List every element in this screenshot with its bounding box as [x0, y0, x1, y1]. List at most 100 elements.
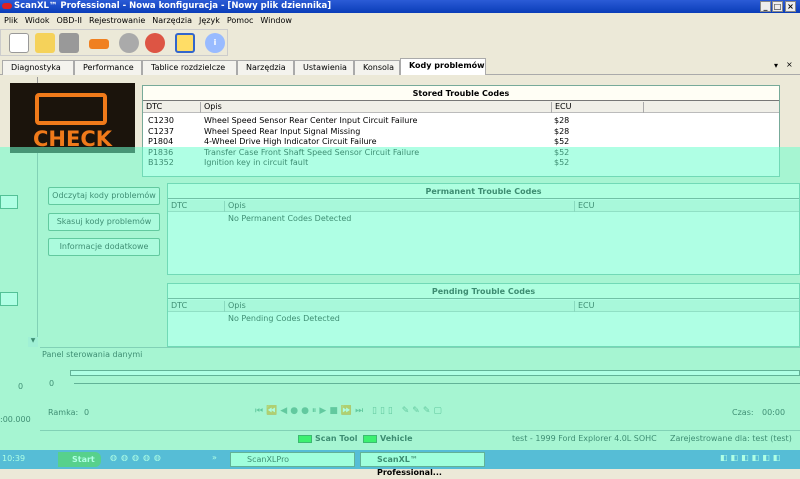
time-label: Czas: [732, 408, 754, 417]
col-ecu[interactable]: ECU [574, 301, 595, 312]
minimize-button[interactable]: _ [760, 1, 771, 12]
cell-dtc: P1836 [148, 147, 174, 157]
pending-empty-text: No Pending Codes Detected [228, 314, 340, 323]
tab-konsola[interactable]: Konsola [354, 60, 400, 75]
tab-narzedzia[interactable]: Narzędzia [237, 60, 294, 75]
time-value: 00:00 [762, 408, 786, 417]
disconnect-icon[interactable] [145, 33, 165, 53]
table-row[interactable]: C1230 Wheel Speed Sensor Rear Center Inpu… [143, 115, 779, 126]
status-bar: Scan Tool Vehicle test - 1999 Ford Explo… [40, 430, 800, 447]
cell-opis: Transfer Case Front Shaft Speed Sensor C… [204, 147, 420, 157]
menu-jezyk[interactable]: Język [198, 16, 220, 25]
check-engine-image: CHECK [10, 83, 135, 153]
col-dtc[interactable]: DTC [171, 201, 188, 210]
cell-ecu: $28 [554, 116, 570, 125]
col-opis[interactable]: Opis [224, 301, 246, 312]
info-icon[interactable]: i [205, 33, 225, 53]
left-time: :00.000 [0, 415, 31, 424]
more-info-button[interactable]: Informacje dodatkowe [48, 238, 160, 256]
tab-tablice[interactable]: Tablice rozdzielcze [142, 60, 237, 75]
cell-dtc: B1352 [148, 158, 174, 167]
clock: 10:39 [2, 454, 26, 463]
vehicle-status: Vehicle [380, 434, 413, 443]
quick-launch-more[interactable]: » [212, 453, 217, 462]
menu-widok[interactable]: Widok [24, 16, 50, 25]
engine-icon [35, 93, 107, 125]
side-field[interactable] [0, 195, 18, 209]
menu-plik[interactable]: Plik [4, 16, 18, 25]
open-folder-icon[interactable] [35, 33, 55, 53]
col-blank [643, 102, 647, 113]
col-opis[interactable]: Opis [224, 201, 246, 212]
stored-header: DTC Opis ECU [143, 101, 779, 113]
table-row[interactable]: P1804 4-Wheel Drive High Indicator Circui… [143, 136, 779, 147]
permanent-title: Permanent Trouble Codes [168, 184, 799, 199]
new-file-icon[interactable] [9, 33, 29, 53]
clear-codes-button[interactable]: Skasuj kody problemów [48, 213, 160, 231]
col-dtc[interactable]: DTC [171, 301, 188, 310]
maximize-button[interactable]: □ [772, 1, 783, 12]
task-scanxl-professional[interactable]: ScanXL™ Professional... [360, 452, 485, 477]
close-tab-icon[interactable]: × [786, 60, 793, 69]
title-bar: ScanXL™ Professional - Nowa konfiguracja… [0, 0, 800, 13]
cell-ecu: $52 [554, 147, 570, 157]
connector-icon[interactable] [119, 33, 139, 53]
table-row[interactable]: P1836 Transfer Case Front Shaft Speed Sen… [143, 147, 779, 158]
menu-pomoc[interactable]: Pomoc [226, 16, 254, 25]
stored-title: Stored Trouble Codes [143, 86, 779, 101]
table-row[interactable]: B1352 Ignition key in circuit fault $52 [143, 157, 779, 168]
fit-icon[interactable] [175, 33, 195, 53]
tab-kody-problemow[interactable]: Kody problemów [400, 58, 486, 75]
cell-opis: Wheel Speed Rear Input Signal Missing [204, 126, 361, 136]
menu-window[interactable]: Window [260, 16, 292, 25]
menu-obd[interactable]: OBD-II [56, 16, 83, 25]
col-ecu[interactable]: ECU [551, 102, 572, 113]
tab-bar: Diagnostyka Performance Tablice rozdziel… [0, 58, 800, 75]
slider-value: 0 [49, 379, 55, 388]
tab-performance[interactable]: Performance [74, 60, 142, 75]
panel-title: Panel sterowania danymi [42, 350, 143, 359]
menu-narzedzia[interactable]: Narzędzia [152, 16, 192, 25]
menu-rejestrowanie[interactable]: Rejestrowanie [89, 16, 146, 25]
side-field[interactable] [0, 292, 18, 306]
table-row[interactable]: C1237 Wheel Speed Rear Input Signal Missi… [143, 126, 779, 137]
timeline-slider[interactable] [74, 383, 800, 384]
app-icon [2, 3, 12, 9]
cell-opis: 4-Wheel Drive High Indicator Circuit Fai… [204, 137, 377, 146]
check-label: CHECK [32, 127, 113, 151]
system-tray-icons[interactable]: ◧◧◧◧◧◧ [720, 453, 784, 462]
scroll-down-icon[interactable]: ▼ [28, 337, 38, 347]
stored-codes-panel: Stored Trouble Codes DTC Opis ECU C1230 Whe… [142, 85, 780, 177]
registration-info: Zarejestrowane dla: test (test) [670, 434, 792, 443]
close-button[interactable]: × [785, 1, 796, 12]
data-control-panel: Panel sterowania danymi 0 Ramka: 0 ⏮⏪◀●●… [40, 347, 800, 429]
read-codes-button[interactable]: Odczytaj kody problemów [48, 187, 160, 205]
playback-controls[interactable]: ⏮⏪◀●●⏸▶■⏩⏭ ▯▯▯ ✎✎✎▢ [255, 406, 445, 416]
toolbar: i [0, 29, 228, 56]
task-scanxlpro[interactable]: ScanXLPro [230, 452, 355, 467]
cell-dtc: C1237 [148, 126, 174, 136]
tab-ustawienia[interactable]: Ustawienia [294, 60, 354, 75]
menu-bar: Plik Widok OBD-II Rejestrowanie Narzędzia Jęz… [0, 13, 800, 29]
cell-ecu: $52 [554, 137, 570, 146]
start-button[interactable]: Start [58, 452, 101, 467]
frame-value: 0 [84, 408, 90, 417]
pending-codes-panel: Pending Trouble Codes DTC Opis ECU No Pend… [167, 283, 800, 347]
save-icon[interactable] [59, 33, 79, 53]
scan-tool-status: Scan Tool [315, 434, 358, 443]
cell-dtc: C1230 [148, 116, 174, 125]
cell-opis: Ignition key in circuit fault [204, 158, 309, 167]
taskbar: 10:39 Start ◍◍◍◍◍ » ScanXLPro ScanXL™ Pr… [0, 450, 800, 477]
permanent-codes-panel: Permanent Trouble Codes DTC Opis ECU No Pe… [167, 183, 800, 275]
col-opis[interactable]: Opis [200, 102, 222, 113]
permanent-empty-text: No Permanent Codes Detected [228, 214, 352, 223]
col-ecu[interactable]: ECU [574, 201, 595, 212]
car-icon[interactable] [89, 39, 109, 49]
vehicle-led [363, 434, 377, 443]
cell-opis: Wheel Speed Sensor Rear Center Input Cir… [204, 116, 418, 125]
pending-title: Pending Trouble Codes [168, 284, 799, 299]
col-dtc[interactable]: DTC [146, 102, 163, 111]
tab-diagnostyka[interactable]: Diagnostyka [2, 60, 74, 75]
quick-launch-icons[interactable]: ◍◍◍◍◍ [110, 453, 165, 462]
pin-icon[interactable]: ▾ [774, 61, 779, 70]
